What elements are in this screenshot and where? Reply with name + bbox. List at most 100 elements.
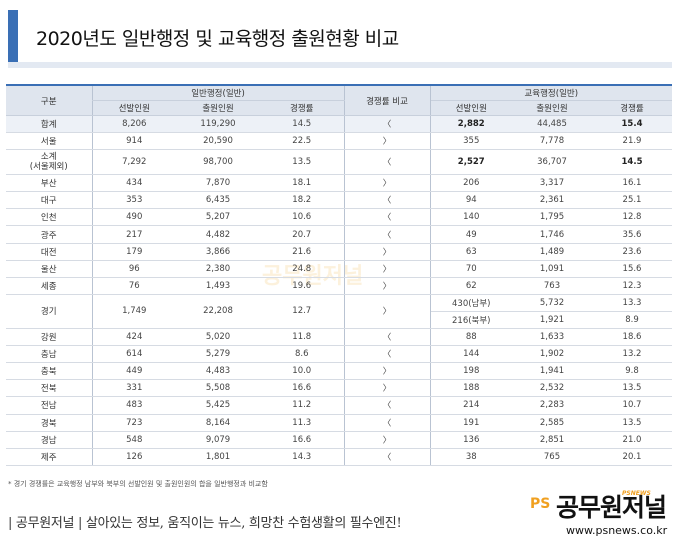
logo-wordmark: 공무원저널	[556, 493, 667, 522]
edu-selected-cell: 214	[430, 396, 512, 415]
header-edu-selected: 선발인원	[430, 100, 512, 116]
edu-ratio-cell: 21.0	[592, 431, 673, 449]
region-cell: 제주	[6, 448, 92, 466]
compare-cell: 〉	[343, 431, 431, 449]
compare-cell: 〈	[343, 115, 431, 134]
compare-cell: 〈	[343, 328, 431, 347]
page-title: 2020년도 일반행정 및 교육행정 출원현황 비교	[36, 28, 399, 50]
edu-ratio-cell: 12.8	[592, 208, 673, 227]
comparison-table: 구분 일반행정(일반) 경쟁률 비교 교육행정(일반) 선발인원 출원인원 경쟁…	[6, 84, 673, 466]
table-row: 경남 548 9,079 16.6 〉 136 2,851 21.0	[6, 431, 673, 449]
table-row: 부산 434 7,870 18.1 〉 206 3,317 16.1	[6, 174, 673, 193]
edu-ratio-cell: 15.6	[592, 260, 673, 278]
edu-selected-cell: 136	[430, 431, 512, 449]
edu-applicants-cell: 2,361	[512, 191, 592, 210]
general-applicants-cell: 4,483	[176, 362, 260, 381]
edu-selected-cell: 63	[430, 243, 512, 261]
edu-selected-cell: 70	[430, 260, 512, 278]
header-edu-ratio: 경쟁률	[592, 100, 673, 116]
general-ratio-cell: 11.3	[260, 414, 344, 432]
edu-selected-cell: 94	[430, 191, 512, 210]
psnews-logo[interactable]: PS 공무원저널 PSNEWS www.psnews.co.kr	[530, 490, 678, 542]
general-selected-cell: 126	[91, 448, 176, 466]
header-general-group: 일반행정(일반)	[91, 84, 344, 101]
general-ratio-cell: 10.6	[260, 208, 344, 227]
general-applicants-cell: 2,380	[176, 260, 260, 278]
table-row: 강원 424 5,020 11.8 〈 88 1,633 18.6	[6, 328, 673, 347]
general-applicants-cell: 22,208	[176, 294, 260, 330]
footer-slogan: | 공무원저널 | 살아있는 정보, 움직이는 뉴스, 희망찬 수험생활의 필수…	[8, 516, 402, 531]
edu-applicants-cell: 2,585	[512, 414, 592, 432]
region-cell: 경북	[6, 414, 92, 432]
table-row: 세종 76 1,493 19.6 〉 62 763 12.3	[6, 277, 673, 295]
general-applicants-cell: 20,590	[176, 132, 260, 151]
logo-url[interactable]: www.psnews.co.kr	[566, 524, 668, 537]
general-ratio-cell: 16.6	[260, 431, 344, 449]
header-general-applicants: 출원인원	[176, 100, 260, 116]
table-row: 제주 126 1,801 14.3 〈 38 765 20.1	[6, 448, 673, 466]
general-selected-cell: 424	[91, 328, 176, 347]
compare-cell: 〉	[343, 294, 431, 330]
edu-selected-cell: 144	[430, 345, 512, 364]
general-applicants-cell: 9,079	[176, 431, 260, 449]
general-ratio-cell: 14.3	[260, 448, 344, 466]
compare-cell: 〉	[343, 379, 431, 398]
general-ratio-cell: 14.5	[260, 115, 344, 134]
table-row: 대구 353 6,435 18.2 〈 94 2,361 25.1	[6, 191, 673, 210]
edu-applicants-cell: 2,283	[512, 396, 592, 415]
general-selected-cell: 1,749	[91, 294, 176, 330]
edu-ratio-cell: 35.6	[592, 225, 673, 244]
general-ratio-cell: 10.0	[260, 362, 344, 381]
general-selected-cell: 490	[91, 208, 176, 227]
region-cell: 인천	[6, 208, 92, 227]
table-row: 대전 179 3,866 21.6 〉 63 1,489 23.6	[6, 243, 673, 261]
general-applicants-cell: 5,207	[176, 208, 260, 227]
edu-ratio-cell: 13.3	[592, 294, 673, 312]
edu-ratio-cell: 23.6	[592, 243, 673, 261]
general-applicants-cell: 7,870	[176, 174, 260, 193]
region-cell: 세종	[6, 277, 92, 295]
general-selected-cell: 96	[91, 260, 176, 278]
edu-applicants-cell: 3,317	[512, 174, 592, 193]
compare-cell: 〈	[343, 414, 431, 432]
general-applicants-cell: 1,801	[176, 448, 260, 466]
general-selected-cell: 914	[91, 132, 176, 151]
region-cell: 충북	[6, 362, 92, 381]
general-selected-cell: 8,206	[91, 115, 176, 134]
table-body: 합계 8,206 119,290 14.5 〈 2,882 44,485 15.4 서울 914 2…	[6, 115, 673, 466]
edu-applicants-cell: 763	[512, 277, 592, 295]
edu-applicants-cell: 1,941	[512, 362, 592, 381]
table-row: 충북 449 4,483 10.0 〉 198 1,941 9.8	[6, 362, 673, 381]
general-applicants-cell: 3,866	[176, 243, 260, 261]
compare-cell: 〈	[343, 191, 431, 210]
edu-applicants-cell: 1,633	[512, 328, 592, 347]
table-row: 경북 723 8,164 11.3 〈 191 2,585 13.5	[6, 414, 673, 432]
general-selected-cell: 353	[91, 191, 176, 210]
logo-tagline: PSNEWS	[622, 490, 651, 497]
general-applicants-cell: 5,020	[176, 328, 260, 347]
header-edu-applicants: 출원인원	[512, 100, 592, 116]
table-row: 216(북부) 1,921 8.9	[6, 311, 673, 330]
general-selected-cell: 217	[91, 225, 176, 244]
general-applicants-cell: 8,164	[176, 414, 260, 432]
edu-applicants-cell: 1,795	[512, 208, 592, 227]
header-general-ratio: 경쟁률	[260, 100, 344, 116]
general-selected-cell: 7,292	[91, 149, 176, 176]
region-cell: 광주	[6, 225, 92, 244]
logo-ps-mark: PS	[530, 496, 551, 512]
general-ratio-cell: 24.8	[260, 260, 344, 278]
edu-applicants-cell: 5,732	[512, 294, 592, 312]
edu-applicants-cell: 36,707	[512, 149, 592, 176]
general-ratio-cell: 21.6	[260, 243, 344, 261]
general-ratio-cell: 16.6	[260, 379, 344, 398]
general-ratio-cell: 19.6	[260, 277, 344, 295]
header-compare: 경쟁률 비교	[343, 84, 431, 116]
header-edu-group: 교육행정(일반)	[430, 84, 673, 101]
table-row: 서울 914 20,590 22.5 〉 355 7,778 21.9	[6, 132, 673, 151]
general-applicants-cell: 119,290	[176, 115, 260, 134]
edu-applicants-cell: 7,778	[512, 132, 592, 151]
general-applicants-cell: 5,508	[176, 379, 260, 398]
region-cell: 경남	[6, 431, 92, 449]
table-row: 충남 614 5,279 8.6 〈 144 1,902 13.2	[6, 345, 673, 364]
table-row: 경기 1,749 22,208 12.7 〉 430(남부) 5,732 13.3	[6, 294, 673, 330]
